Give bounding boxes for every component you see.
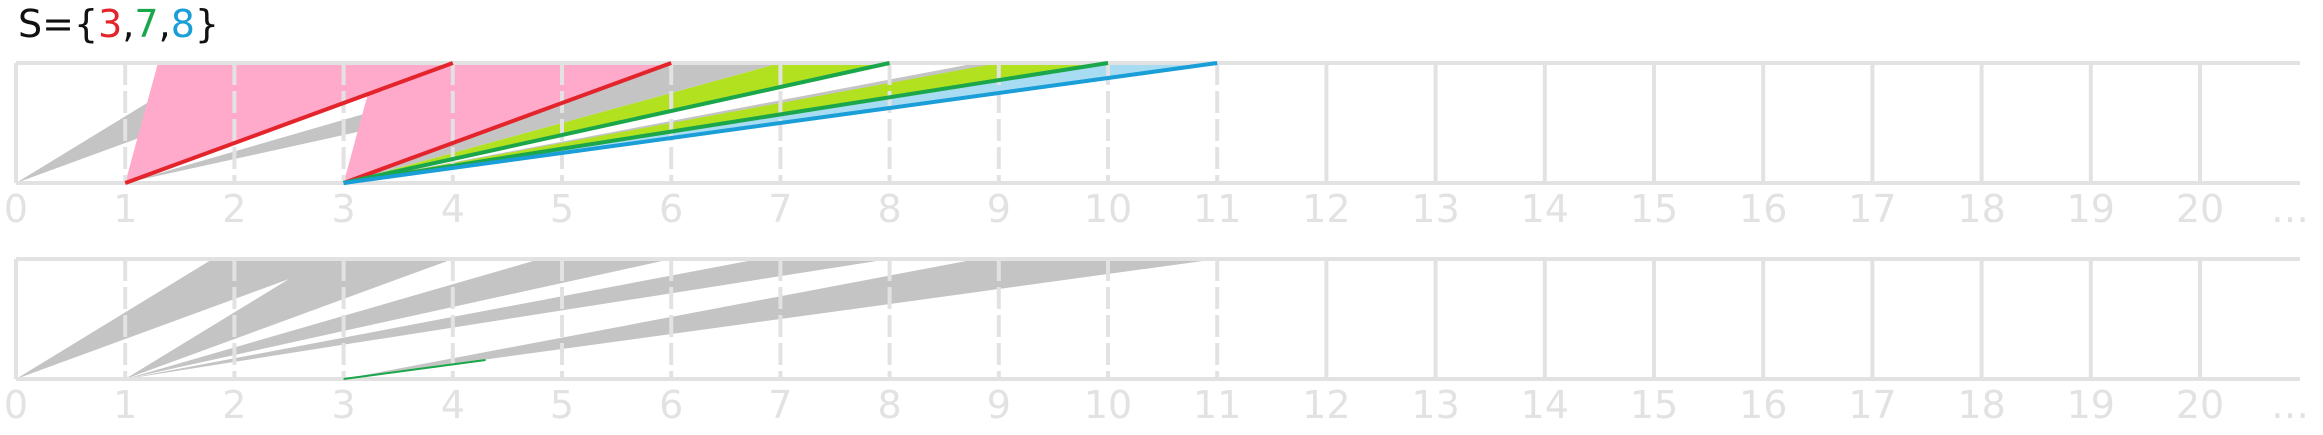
gray-fan: [16, 259, 344, 379]
tick-label: 19: [2067, 187, 2115, 231]
tick-label: 8: [878, 187, 902, 231]
tick-label: 17: [1848, 187, 1896, 231]
tick-label: 6: [659, 383, 683, 427]
tick-label: 3: [332, 187, 356, 231]
tick-label: 9: [987, 383, 1011, 427]
tick-label: 14: [1521, 383, 1569, 427]
bottom-panel-fills: [16, 259, 1218, 379]
tick-label: 12: [1302, 187, 1350, 231]
tick-label: 7: [768, 383, 792, 427]
tick-label: 20: [2176, 187, 2224, 231]
tick-label: 9: [987, 187, 1011, 231]
tick-label: 8: [878, 383, 902, 427]
title-element-3: 3: [98, 2, 123, 46]
tick-label: 5: [550, 187, 574, 231]
title-element-7: 7: [134, 2, 159, 46]
tick-label: 11: [1193, 187, 1241, 231]
bottom-panel: 0 1 2 3 4 5 6 7 8 9 10 11 12 13 14 15 16 17 18 19 20…: [4, 257, 2309, 427]
top-panel-strokes: [124, 61, 1218, 185]
tick-label: 4: [441, 187, 465, 231]
tick-label: 20: [2176, 383, 2224, 427]
tick-label: 1: [113, 383, 137, 427]
tick-label: 5: [550, 383, 574, 427]
gray-fan: [125, 259, 890, 379]
top-panel: 0 1 2 3 4 5 6 7 8 9 10 11 12 13 14 15 16 17 18 19 20…: [4, 61, 2309, 231]
tick-label: 18: [1957, 187, 2005, 231]
tick-label: 15: [1630, 383, 1678, 427]
gray-fan: [125, 259, 672, 379]
title-prefix: S={: [18, 2, 99, 46]
tick-label: …: [2271, 383, 2309, 427]
tick-label: 18: [1957, 383, 2005, 427]
tick-label: …: [2271, 187, 2309, 231]
title-comma-2: ,: [158, 2, 171, 46]
top-panel-grid: [14, 61, 2300, 185]
tick-label: 19: [2067, 383, 2115, 427]
title-comma-1: ,: [122, 2, 135, 46]
tick-label: 3: [332, 383, 356, 427]
tick-label: 12: [1302, 383, 1350, 427]
tick-label: 0: [4, 383, 28, 427]
tick-label: 13: [1411, 187, 1459, 231]
green-edge: [343, 61, 891, 185]
tick-label: 0: [4, 187, 28, 231]
tick-label: 14: [1521, 187, 1569, 231]
bottom-panel-tick-labels: 0 1 2 3 4 5 6 7 8 9 10 11 12 13 14 15 16 17 18 19 20…: [4, 383, 2309, 427]
gray-fan: [125, 259, 453, 379]
tick-label: 6: [659, 187, 683, 231]
bottom-panel-strokes: [343, 359, 486, 380]
set-title: S={3,7,8}: [18, 0, 219, 52]
tick-label: 2: [222, 383, 246, 427]
tick-label: 15: [1630, 187, 1678, 231]
tick-label: 16: [1739, 383, 1787, 427]
tick-label: 10: [1084, 187, 1132, 231]
tick-label: 16: [1739, 187, 1787, 231]
green-edge: [343, 61, 1109, 185]
title-element-8: 8: [170, 2, 195, 46]
bottom-panel-grid: [14, 257, 2300, 381]
tick-label: 13: [1411, 383, 1459, 427]
tick-label: 7: [768, 187, 792, 231]
red-edge: [124, 61, 454, 185]
tick-label: 2: [222, 187, 246, 231]
red-edge: [342, 61, 672, 185]
tick-label: 11: [1193, 383, 1241, 427]
top-panel-tick-labels: 0 1 2 3 4 5 6 7 8 9 10 11 12 13 14 15 16 17 18 19 20…: [4, 187, 2309, 231]
blue-edge: [343, 61, 1218, 185]
tick-label: 4: [441, 383, 465, 427]
tick-label: 1: [113, 187, 137, 231]
green-edge: [343, 359, 486, 380]
title-suffix: }: [194, 2, 220, 46]
tick-label: 10: [1084, 383, 1132, 427]
tick-label: 17: [1848, 383, 1896, 427]
